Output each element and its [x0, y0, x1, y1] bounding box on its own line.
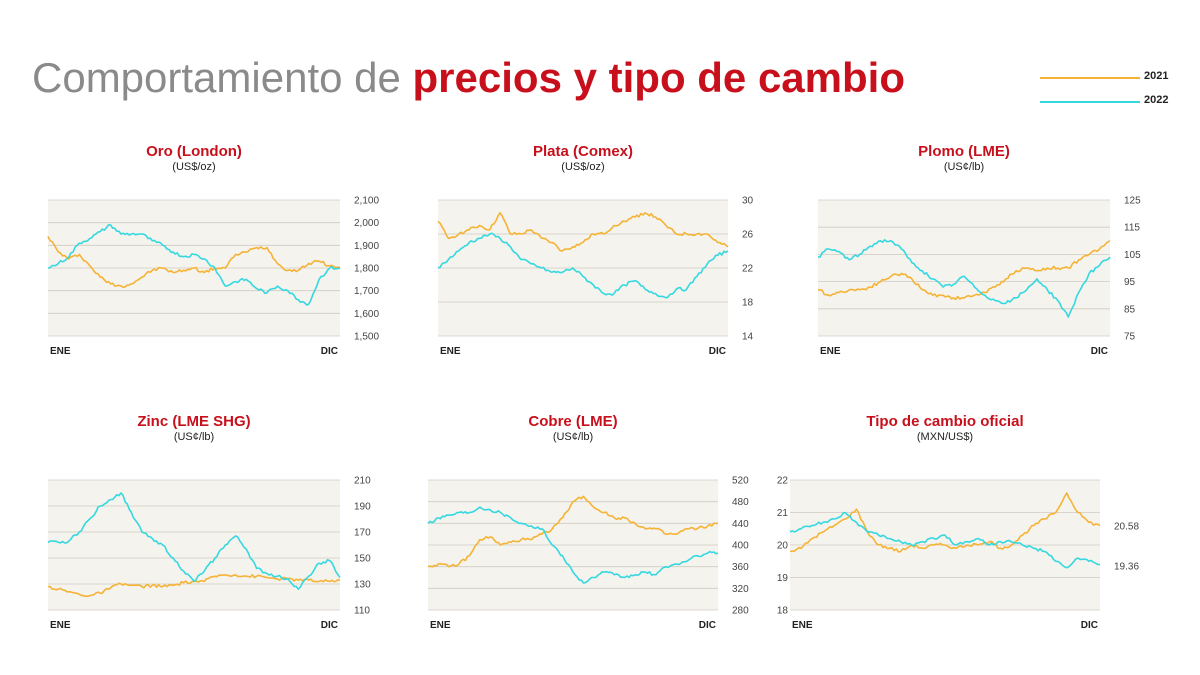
y-tick-label: 170 — [354, 528, 371, 539]
legend-label-2021: 2021 — [1144, 70, 1169, 82]
chart-unit: (US$/oz) — [561, 161, 604, 173]
y-tick-label: 18 — [742, 298, 754, 309]
y-tick-label: 1,900 — [354, 241, 379, 252]
y-tick-label: 115 — [1124, 223, 1140, 234]
chart-unit: (MXN/US$) — [917, 431, 973, 443]
y-tick-label: 20 — [777, 541, 789, 552]
y-tick-label: 22 — [777, 476, 789, 487]
y-tick-label: 14 — [742, 332, 754, 343]
x-start-label: ENE — [820, 346, 841, 357]
chart-title: Tipo de cambio oficial — [866, 413, 1023, 430]
chart-3: Zinc (LME SHG)(US¢/lb) 110 130 150 170 190 210… — [47, 413, 371, 631]
series-line-2022 — [437, 232, 729, 299]
y-tick-label: 18 — [777, 606, 789, 617]
y-tick-label: 110 — [354, 606, 370, 617]
y-tick-label: 2,000 — [354, 218, 379, 229]
series-line-2021 — [437, 212, 729, 252]
x-end-label: DIC — [321, 620, 338, 631]
chart-unit: (US¢/lb) — [944, 161, 984, 173]
chart-5: Tipo de cambio oficial(MXN/US$) 18 19 20 21 2… — [777, 413, 1140, 631]
y-tick-label: 105 — [1124, 250, 1141, 261]
legend-swatch-2022 — [1040, 101, 1140, 103]
series-line-2022 — [789, 511, 1100, 569]
chart-title: Oro (London) — [146, 143, 242, 160]
y-tick-label: 400 — [732, 541, 749, 552]
y-tick-label: 95 — [1124, 277, 1136, 288]
x-start-label: ENE — [792, 620, 813, 631]
series-line-2022 — [817, 239, 1111, 318]
y-tick-label: 26 — [742, 230, 754, 241]
y-tick-label: 1,500 — [354, 332, 379, 343]
y-tick-label: 190 — [354, 502, 371, 513]
plot-area — [818, 200, 1110, 336]
series-line-2021 — [47, 235, 341, 288]
y-tick-label: 150 — [354, 554, 371, 565]
page-title: Comportamiento de precios y tipo de camb… — [32, 52, 905, 104]
series-line-2022 — [47, 224, 341, 306]
chart-title: Plata (Comex) — [533, 143, 633, 160]
page-title-bold: precios y tipo de cambio — [412, 54, 905, 101]
x-start-label: ENE — [50, 346, 71, 357]
chart-unit: (US¢/lb) — [174, 431, 214, 443]
y-tick-label: 30 — [742, 196, 754, 207]
series-line-2021 — [818, 240, 1111, 301]
chart-4: Cobre (LME)(US¢/lb) 280 320 360 400 440 480 520… — [427, 413, 749, 631]
y-tick-label: 19 — [777, 573, 789, 584]
y-tick-label: 520 — [732, 476, 749, 487]
legend-item-2022: 2022 — [1040, 94, 1180, 110]
y-tick-label: 1,600 — [354, 309, 379, 320]
x-start-label: ENE — [50, 620, 71, 631]
y-tick-label: 480 — [732, 497, 749, 508]
x-end-label: DIC — [1091, 346, 1108, 357]
series-line-2022 — [427, 506, 719, 584]
y-tick-label: 130 — [354, 580, 371, 591]
y-tick-label: 1,800 — [354, 264, 379, 275]
y-tick-label: 22 — [742, 264, 754, 275]
legend-item-2021: 2021 — [1040, 70, 1180, 86]
series-line-2021 — [427, 495, 719, 568]
chart-legend: 2021 2022 — [1040, 70, 1180, 110]
y-tick-label: 320 — [732, 584, 749, 595]
page-title-light: Comportamiento de — [32, 54, 401, 101]
chart-unit: (US¢/lb) — [553, 431, 593, 443]
x-end-label: DIC — [321, 346, 338, 357]
series-line-2022 — [47, 492, 341, 590]
x-end-label: DIC — [1081, 620, 1098, 631]
x-start-label: ENE — [440, 346, 461, 357]
end-value-label: 19.36 — [1114, 561, 1139, 572]
chart-unit: (US$/oz) — [172, 161, 215, 173]
series-line-2021 — [789, 492, 1101, 553]
y-tick-label: 75 — [1124, 332, 1136, 343]
y-tick-label: 440 — [732, 519, 749, 530]
chart-0: Oro (London)(US$/oz) 1,500 1,600 1,700 1,800… — [47, 143, 379, 357]
x-end-label: DIC — [709, 346, 726, 357]
y-tick-label: 21 — [777, 508, 789, 519]
x-start-label: ENE — [430, 620, 451, 631]
chart-title: Cobre (LME) — [528, 413, 617, 430]
chart-2: Plomo (LME)(US¢/lb) 75 85 95 105 115 125 ENE DIC — [817, 143, 1141, 357]
y-tick-label: 125 — [1124, 196, 1141, 207]
y-tick-label: 85 — [1124, 304, 1136, 315]
chart-title: Zinc (LME SHG) — [137, 413, 250, 430]
y-tick-label: 360 — [732, 562, 749, 573]
chart-1: Plata (Comex)(US$/oz) 14 18 22 26 30 ENE DIC — [437, 143, 754, 357]
y-tick-label: 210 — [354, 476, 371, 487]
y-tick-label: 1,700 — [354, 286, 379, 297]
legend-label-2022: 2022 — [1144, 94, 1169, 106]
y-tick-label: 2,100 — [354, 196, 379, 207]
plot-area — [48, 480, 340, 610]
chart-title: Plomo (LME) — [918, 143, 1010, 160]
x-end-label: DIC — [699, 620, 716, 631]
legend-swatch-2021 — [1040, 77, 1140, 79]
end-value-label: 20.58 — [1114, 522, 1139, 533]
y-tick-label: 280 — [732, 606, 749, 617]
